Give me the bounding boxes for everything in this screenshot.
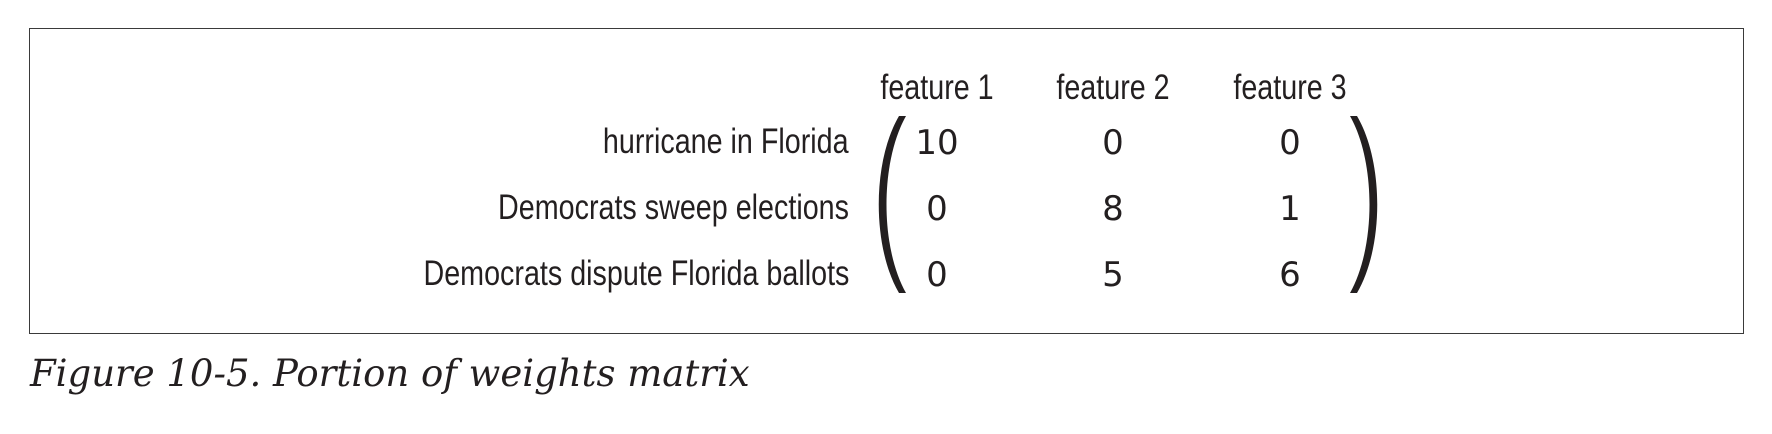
column-header-feature-1: feature 1 — [880, 68, 994, 107]
figure-frame — [29, 28, 1744, 334]
matrix-cell-r3-c3: 6 — [1279, 255, 1301, 295]
right-parenthesis — [1350, 116, 1378, 293]
column-header-feature-3: feature 3 — [1233, 68, 1347, 107]
matrix-cell-r1-c2: 0 — [1102, 123, 1124, 163]
matrix-cell-r1-c1: 10 — [915, 123, 959, 163]
matrix-cell-r2-c3: 1 — [1279, 189, 1301, 229]
matrix-cell-r2-c1: 0 — [926, 189, 948, 229]
left-parenthesis — [878, 116, 906, 293]
matrix-cell-r3-c1: 0 — [926, 255, 948, 295]
matrix-cell-r1-c3: 0 — [1279, 123, 1301, 163]
row-label-hurricane: hurricane in Florida — [603, 122, 849, 161]
column-header-feature-2: feature 2 — [1056, 68, 1170, 107]
matrix-cell-r2-c2: 8 — [1102, 189, 1124, 229]
matrix-cell-r3-c2: 5 — [1102, 255, 1124, 295]
row-label-democrats-dispute: Democrats dispute Florida ballots — [423, 254, 849, 293]
row-label-democrats-sweep: Democrats sweep elections — [498, 188, 849, 227]
figure-caption: Figure 10-5. Portion of weights matrix — [30, 352, 750, 395]
